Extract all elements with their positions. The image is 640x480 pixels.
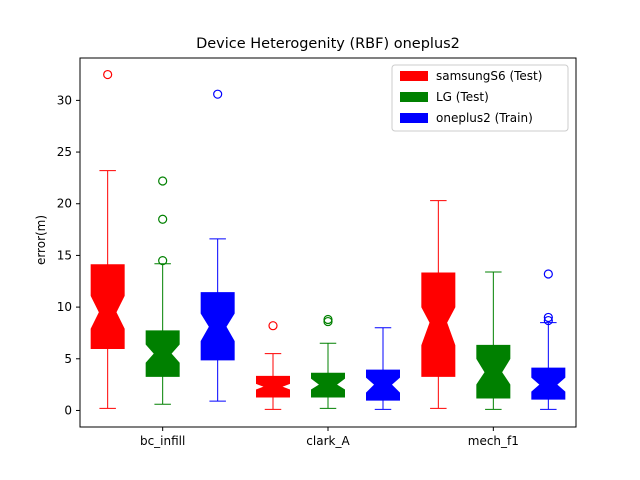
legend-label: oneplus2 (Train) [436,111,533,125]
box-plot-group [311,314,345,409]
outlier-point [543,312,553,323]
legend-box [391,64,569,132]
y-tick-label: 15 [57,248,72,262]
chart-title: Device Heterogenity (RBF) oneplus2 [196,36,460,52]
y-tick-label: 0 [64,403,72,417]
plot-area [90,69,566,410]
y-tick-label: 20 [57,197,72,211]
box-plot-group [90,69,125,409]
notched-box [311,372,345,398]
axes: 0 5 10 15 20 25 30 bc_infill clark_A mech_f1 [57,57,577,448]
box-plot-group [145,176,180,405]
y-tick-label: 10 [57,300,72,314]
notched-box [366,369,400,401]
outlier-point [213,89,223,99]
notched-box [421,272,456,377]
y-tick-label: 25 [57,145,72,159]
y-axis-label: error(m) [34,215,48,265]
legend-label: LG (Test) [436,90,489,104]
y-tick-label: 5 [64,352,72,366]
legend-swatch [400,92,428,102]
notched-box [476,344,511,399]
outlier-point [158,214,168,224]
notched-box [200,292,235,361]
outlier-point [323,314,333,325]
box-plot-group [476,271,511,410]
x-tick-label: clark_A [306,434,350,448]
outlier-point [268,321,278,331]
outlier-point [543,315,553,326]
box-plot-group [531,269,566,410]
legend-label: samsungS6 (Test) [436,69,542,83]
outlier-point [103,69,113,80]
box-plot-group [200,89,235,402]
notched-box [90,264,125,349]
box-plot-group [366,327,400,410]
box-plot-group [256,321,290,410]
x-tick-label: mech_f1 [468,434,519,448]
outlier-point [158,176,168,186]
notched-box [531,367,566,400]
outlier-point [543,269,553,279]
legend-swatch [400,113,428,123]
legend: samsungS6 (Test) LG (Test) oneplus2 (Train… [391,64,569,132]
outlier-point [158,255,168,266]
legend-swatch [400,71,428,81]
x-tick-label: bc_infill [140,434,185,448]
box-plot-group [421,200,456,409]
y-tick-label: 30 [57,93,72,107]
